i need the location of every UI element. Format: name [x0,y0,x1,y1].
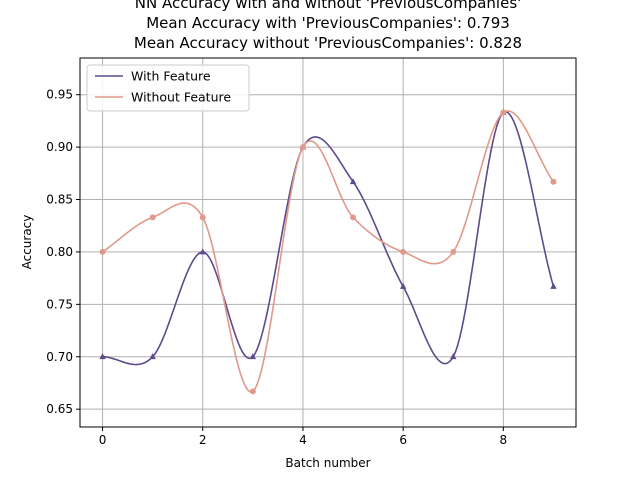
series-1-point [450,248,457,255]
legend-box [86,64,250,112]
x-tick-label: 8 [500,433,508,447]
series-1-point [299,144,306,151]
title-line-3: Mean Accuracy without 'PreviousCompanies… [134,34,522,52]
legend-label-1: Without Feature [131,90,231,105]
legend: With Feature Without Feature [86,64,250,112]
y-tick-label: 0.80 [46,245,73,259]
series-0-point [399,282,407,289]
series-0-point [550,282,557,289]
series-layer [99,108,557,395]
series-1-point [149,214,156,221]
series-1-point [350,214,357,221]
chart-title: NN Accuracy with and without 'PreviousCo… [134,0,522,52]
series-1-point [199,214,206,221]
series-0-point [199,248,206,255]
series-1-point [400,248,407,255]
legend-label-0: With Feature [131,69,211,84]
series-1-point [500,109,507,116]
series-0-point [450,353,457,360]
series-1-point [249,388,256,395]
x-tick-label: 2 [199,433,207,447]
y-tick-label: 0.70 [46,350,73,364]
x-axis-label: Batch number [285,456,370,470]
y-tick-label: 0.65 [46,402,73,416]
series-0-point [249,353,257,360]
series-0-point [349,178,357,185]
series-0-point [99,353,106,360]
axis-ticks: 0 2 4 6 8 0.65 0.70 0.75 0.80 0.85 0.90 0.95 [46,88,507,447]
series-line-1 [102,110,555,393]
x-tick-label: 6 [399,433,407,447]
series-1-point [550,178,557,185]
title-line-1: NN Accuracy with and without 'PreviousCo… [135,0,522,12]
y-tick-label: 0.85 [46,193,73,207]
x-tick-label: 0 [99,433,107,447]
series-1-point [99,248,106,255]
y-tick-label: 0.90 [46,140,73,154]
series-line-0 [102,110,555,366]
y-tick-label: 0.95 [46,88,73,102]
title-line-2: Mean Accuracy with 'PreviousCompanies': … [146,14,510,32]
y-axis-label: Accuracy [20,215,34,270]
y-tick-label: 0.75 [46,297,73,311]
x-tick-label: 4 [299,433,307,447]
series-0-point [149,353,156,360]
plot-frame [79,57,577,428]
